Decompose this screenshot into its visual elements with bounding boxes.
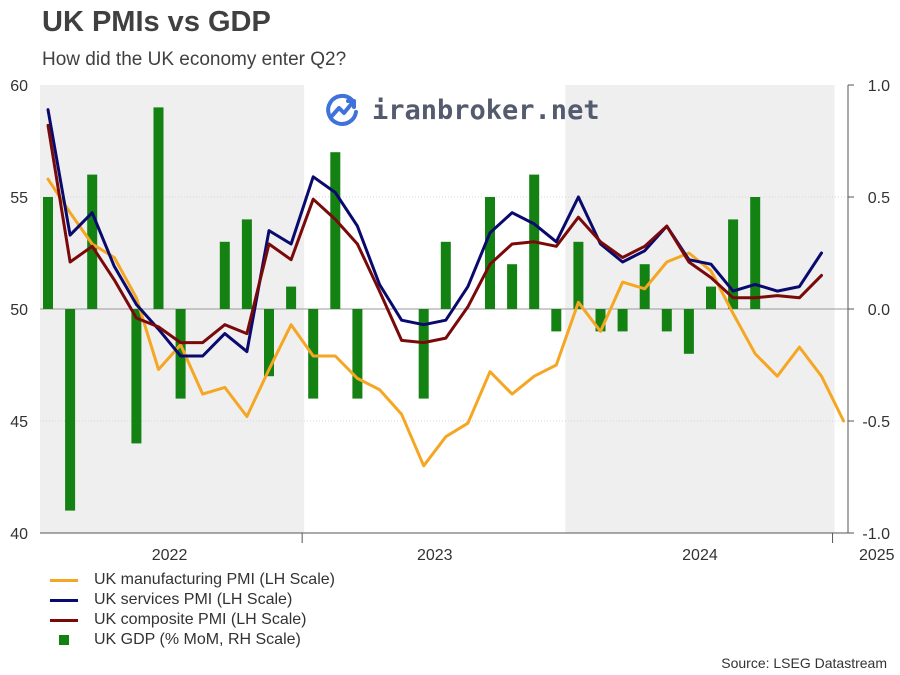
- chart-title: UK PMIs vs GDP: [42, 6, 271, 38]
- gdp-bar-2024-01: [573, 241, 584, 309]
- watermark-text: iranbroker.net: [372, 94, 600, 126]
- gdp-bar-2023-07: [440, 241, 451, 309]
- growth-logo-icon: [326, 93, 358, 126]
- right-tick-label: 0.5: [868, 190, 890, 207]
- legend: UK manufacturing PMI (LH Scale) UK servi…: [50, 570, 335, 650]
- legend-item-manufacturing: UK manufacturing PMI (LH Scale): [50, 570, 335, 590]
- left-tick-label: 55: [10, 190, 28, 207]
- legend-item-services: UK services PMI (LH Scale): [50, 590, 335, 610]
- x-tick-label: 2023: [417, 547, 453, 564]
- legend-swatch-services: [50, 598, 78, 602]
- line-composite: [46, 123, 823, 345]
- gdp-bar-2024-07: [706, 286, 716, 309]
- gdp-bar-2023-09: [485, 197, 495, 309]
- pmi-lines: [46, 108, 846, 468]
- gdp-bar-2024-06: [683, 309, 694, 354]
- legend-swatch-gdp: [59, 635, 69, 645]
- gdp-bar-2022-12: [286, 286, 297, 309]
- x-tick-label: 2025: [859, 547, 895, 564]
- legend-item-gdp: UK GDP (% MoM, RH Scale): [50, 630, 335, 650]
- gdp-bar-2022-06: [153, 107, 164, 310]
- gdp-bar-2023-02: [330, 152, 341, 309]
- gdp-bar-2024-03: [617, 309, 628, 332]
- gdp-bar-2022-05: [131, 309, 142, 444]
- gdp-bar-2023-10: [507, 264, 518, 309]
- gdp-bar-2022-10: [241, 219, 252, 309]
- legend-label-gdp: UK GDP (% MoM, RH Scale): [94, 631, 301, 648]
- left-tick-label: 45: [10, 414, 28, 431]
- legend-label-manufacturing: UK manufacturing PMI (LH Scale): [94, 571, 335, 588]
- line-manufacturing: [46, 177, 846, 468]
- x-tick-label: 2024: [682, 547, 718, 564]
- legend-label-composite: UK composite PMI (LH Scale): [94, 611, 307, 628]
- left-tick-label: 50: [10, 302, 28, 319]
- left-tick-label: 60: [10, 78, 28, 95]
- line-services: [46, 108, 823, 358]
- legend-swatch-composite: [50, 618, 78, 622]
- legend-label-services: UK services PMI (LH Scale): [94, 591, 293, 608]
- gdp-bar-2023-12: [551, 309, 562, 332]
- gdp-bar-2024-09: [750, 197, 761, 309]
- tick-labels: 60 55 50 45 40 1.0 0.5 0.0 -0.5 -1.0 2022 2023 2024 2…: [10, 78, 894, 564]
- right-tick-label: -0.5: [862, 414, 890, 431]
- x-tick-label: 2022: [152, 547, 188, 564]
- gdp-bar-2023-06: [418, 309, 429, 399]
- gdp-bar-2024-08: [728, 219, 739, 309]
- gdp-bar-2022-01: [43, 197, 53, 309]
- right-tick-label: 0.0: [868, 302, 890, 319]
- legend-swatch-manufacturing: [50, 578, 78, 582]
- gdp-bar-2024-05: [661, 309, 672, 332]
- watermark: iranbroker.net: [322, 90, 600, 130]
- right-tick-label: 1.0: [868, 78, 890, 95]
- source-note: Source: LSEG Datastream: [721, 655, 887, 671]
- right-tick-label: -1.0: [862, 526, 890, 543]
- gdp-bar-2024-02: [595, 309, 606, 332]
- gdp-bar-2023-03: [352, 309, 363, 399]
- gdp-bar-2022-09: [219, 241, 230, 309]
- axes: [40, 84, 854, 543]
- left-tick-label: 40: [10, 526, 28, 543]
- chart-subtitle: How did the UK economy enter Q2?: [42, 49, 347, 70]
- gdp-bar-2022-02: [65, 309, 76, 511]
- gdp-bar-2022-11: [264, 309, 274, 377]
- legend-item-composite: UK composite PMI (LH Scale): [50, 610, 335, 630]
